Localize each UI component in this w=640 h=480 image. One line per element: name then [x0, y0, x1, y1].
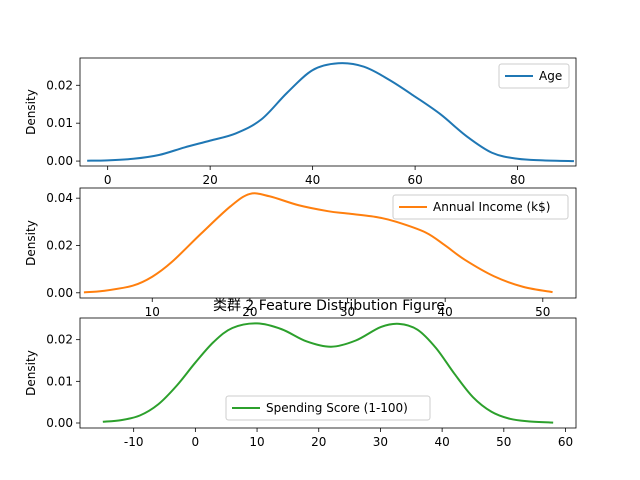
- legend-label: Age: [539, 69, 562, 83]
- x-tick-label: 0: [104, 173, 112, 187]
- axes-frame: [79, 187, 577, 299]
- x-tick-label: 10: [249, 435, 264, 449]
- x-tick-label: 40: [434, 435, 449, 449]
- x-tick-label: 60: [407, 173, 422, 187]
- legend-box: [392, 194, 569, 220]
- series-line-3-1: [102, 322, 554, 424]
- y-tick-label: 0.00: [46, 416, 73, 430]
- subplot-3: -10 0 10 20 30 40 50 60 0.00 0.01 0.02 Density Spend…: [24, 317, 577, 449]
- x-tick-label: 0: [192, 435, 200, 449]
- y-tick-label: 0.00: [46, 286, 73, 300]
- x-tick-label: 50: [535, 305, 550, 319]
- subplot-1: 0 20 40 60 80 0.00 0.01 0.02 Density Age: [24, 57, 577, 187]
- y-tick-label: 0.02: [46, 333, 73, 347]
- subplots: 0 20 40 60 80 0.00 0.01 0.02 Density Age 10 20 30 40 5…: [24, 57, 577, 449]
- y-tick-label: 0.02: [46, 238, 73, 252]
- y-axis-label: Density: [24, 89, 38, 135]
- legend: Age: [498, 63, 570, 89]
- subplot-2: 10 20 30 40 50 0.00 0.02 0.04 Density Annual Inco…: [24, 187, 577, 319]
- x-tick-label: -10: [124, 435, 144, 449]
- axes-frame: [79, 57, 577, 167]
- x-tick-label: 20: [203, 173, 218, 187]
- x-tick-label: 20: [242, 305, 257, 319]
- x-tick-label: 30: [373, 435, 388, 449]
- x-tick-label: 10: [145, 305, 160, 319]
- y-tick-label: 0.01: [46, 116, 73, 130]
- series-line-2-1: [83, 192, 553, 294]
- legend-label: Annual Income (k$): [433, 200, 550, 214]
- x-tick-label: 80: [510, 173, 525, 187]
- y-tick-label: 0.00: [46, 154, 73, 168]
- x-tick-label: 40: [305, 173, 320, 187]
- x-tick-label: 30: [340, 305, 355, 319]
- legend-box: [225, 395, 431, 421]
- x-tick-label: 50: [496, 435, 511, 449]
- y-tick-label: 0.01: [46, 374, 73, 388]
- y-axis-label: Density: [24, 220, 38, 266]
- legend: Spending Score (1-100): [225, 395, 431, 421]
- legend-label: Spending Score (1-100): [266, 401, 408, 415]
- x-tick-label: 20: [311, 435, 326, 449]
- legend: Annual Income (k$): [392, 194, 569, 220]
- x-tick-label: 40: [438, 305, 453, 319]
- legend-box: [498, 63, 570, 89]
- x-tick-label: 60: [558, 435, 573, 449]
- figure-title: 类群 2 Feature Distribution Figure: [213, 298, 445, 314]
- series-line-1-1: [87, 62, 574, 163]
- y-axis-label: Density: [24, 350, 38, 396]
- y-tick-label: 0.04: [46, 191, 73, 205]
- axes-frame: [79, 317, 577, 429]
- y-tick-label: 0.02: [46, 78, 73, 92]
